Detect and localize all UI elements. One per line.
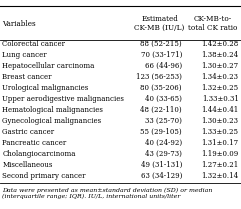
Text: Hepatocellular carcinoma: Hepatocellular carcinoma: [2, 62, 95, 70]
Text: 66 (44-96): 66 (44-96): [145, 62, 182, 70]
Text: 1.34±0.23: 1.34±0.23: [201, 73, 239, 81]
Text: Gynecological malignancies: Gynecological malignancies: [2, 117, 101, 125]
Text: Pancreatic cancer: Pancreatic cancer: [2, 139, 67, 147]
Text: 88 (52-215): 88 (52-215): [140, 40, 182, 48]
Text: 40 (33-65): 40 (33-65): [145, 95, 182, 103]
Text: 1.31±0.17: 1.31±0.17: [201, 139, 239, 147]
Text: 1.32±0.25: 1.32±0.25: [201, 84, 239, 92]
Text: 1.30±0.23: 1.30±0.23: [201, 117, 239, 125]
Text: 1.30±0.27: 1.30±0.27: [201, 62, 239, 70]
Text: Estimated
CK-MB (IU/L): Estimated CK-MB (IU/L): [134, 15, 185, 32]
Text: 1.33±0.25: 1.33±0.25: [201, 128, 239, 136]
Text: 1.19±0.09: 1.19±0.09: [201, 150, 239, 158]
Text: Second primary cancer: Second primary cancer: [2, 172, 86, 180]
Text: 55 (29-105): 55 (29-105): [140, 128, 182, 136]
Text: 123 (56-253): 123 (56-253): [136, 73, 182, 81]
Text: Breast cancer: Breast cancer: [2, 73, 52, 81]
Text: CK-MB-to-
total CK ratio: CK-MB-to- total CK ratio: [188, 15, 237, 32]
Text: Miscellaneous: Miscellaneous: [2, 161, 53, 169]
Text: 1.32±0.14: 1.32±0.14: [201, 172, 239, 180]
Text: 43 (29-73): 43 (29-73): [145, 150, 182, 158]
Text: 33 (25-70): 33 (25-70): [145, 117, 182, 125]
Text: 1.33±0.31: 1.33±0.31: [202, 95, 239, 103]
Text: Data were presented as mean±standard deviation (SD) or median
(interquartile ran: Data were presented as mean±standard dev…: [2, 188, 213, 199]
Text: 80 (35-206): 80 (35-206): [141, 84, 182, 92]
Text: 48 (22-110): 48 (22-110): [140, 106, 182, 114]
Text: 40 (24-92): 40 (24-92): [145, 139, 182, 147]
Text: Gastric cancer: Gastric cancer: [2, 128, 54, 136]
Text: 1.38±0.24: 1.38±0.24: [201, 51, 239, 59]
Text: 70 (33-171): 70 (33-171): [141, 51, 182, 59]
Text: Urological malignancies: Urological malignancies: [2, 84, 89, 92]
Text: Colorectal cancer: Colorectal cancer: [2, 40, 65, 48]
Text: Hematological malignancies: Hematological malignancies: [2, 106, 103, 114]
Text: 1.44±0.41: 1.44±0.41: [201, 106, 239, 114]
Text: Upper aerodigestive malignancies: Upper aerodigestive malignancies: [2, 95, 124, 103]
Text: 63 (34-129): 63 (34-129): [141, 172, 182, 180]
Text: Variables: Variables: [2, 19, 36, 28]
Text: 49 (31-131): 49 (31-131): [141, 161, 182, 169]
Text: 1.42±0.28: 1.42±0.28: [201, 40, 239, 48]
Text: Lung cancer: Lung cancer: [2, 51, 47, 59]
Text: Cholangiocarcinoma: Cholangiocarcinoma: [2, 150, 76, 158]
Text: 1.27±0.21: 1.27±0.21: [201, 161, 239, 169]
